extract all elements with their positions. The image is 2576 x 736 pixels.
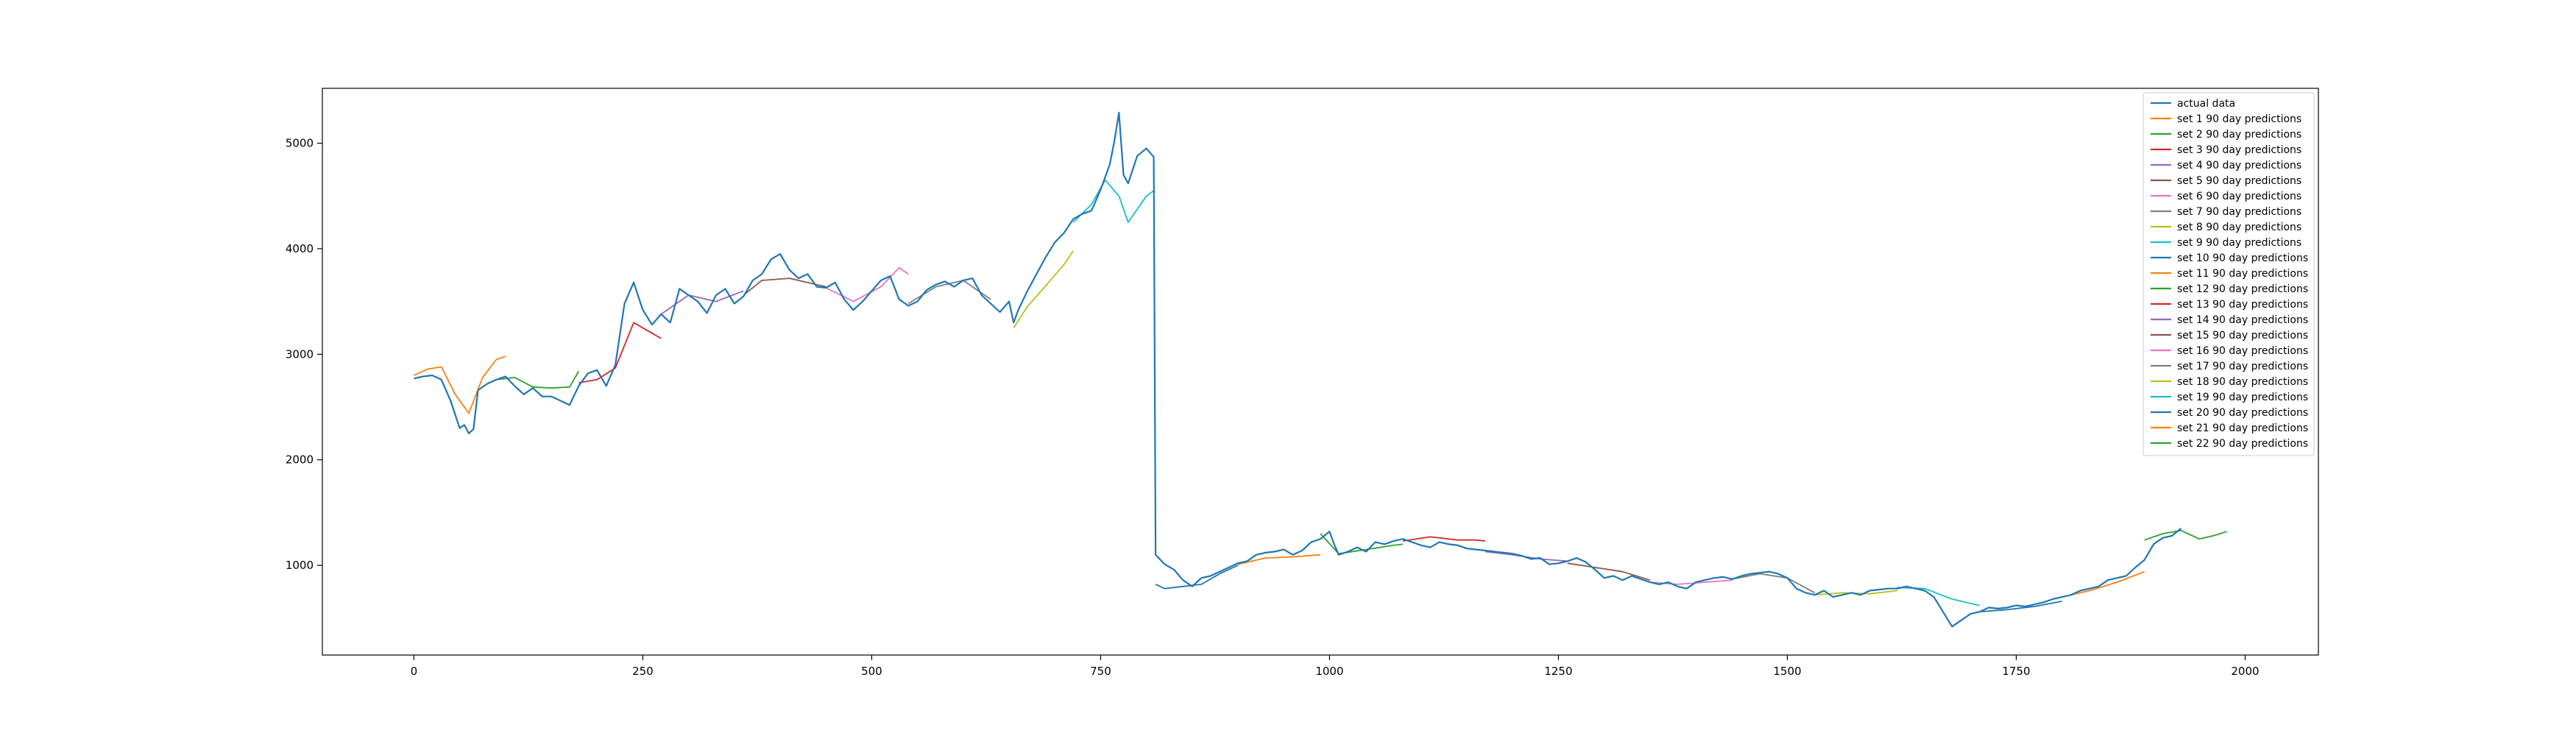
series-layer — [414, 111, 2227, 628]
x-tick-label: 250 — [632, 665, 654, 678]
x-tick-label: 1000 — [1315, 665, 1343, 678]
legend-label: set 19 90 day predictions — [2177, 392, 2308, 403]
series-line-20 — [1979, 601, 2062, 613]
legend-label: actual data — [2177, 98, 2235, 110]
legend-label: set 17 90 day predictions — [2177, 361, 2308, 372]
legend-label: set 21 90 day predictions — [2177, 422, 2308, 434]
series-line-2 — [496, 370, 580, 389]
legend-label: set 8 90 day predictions — [2177, 222, 2301, 233]
series-line-21 — [2062, 570, 2145, 598]
series-line-8 — [1013, 250, 1074, 328]
legend-label: set 6 90 day predictions — [2177, 191, 2301, 202]
x-axis: 0 250 500 750 1000 1250 1500 1750 2000 — [411, 655, 2260, 678]
y-tick-label: 5000 — [286, 137, 314, 150]
series-line-13 — [1402, 536, 1486, 542]
series-line-17 — [1732, 573, 1816, 594]
series-line-12 — [1320, 533, 1404, 555]
x-tick-label: 0 — [411, 665, 418, 678]
y-tick-label: 1000 — [286, 559, 314, 572]
legend-label: set 4 90 day predictions — [2177, 160, 2301, 171]
legend-label: set 14 90 day predictions — [2177, 314, 2308, 326]
legend-label: set 20 90 day predictions — [2177, 407, 2308, 419]
legend-label: set 5 90 day predictions — [2177, 175, 2301, 187]
legend-label: set 16 90 day predictions — [2177, 345, 2308, 357]
y-axis: 1000 2000 3000 4000 5000 — [286, 137, 322, 572]
legend-label: set 1 90 day predictions — [2177, 113, 2301, 125]
legend-label: set 11 90 day predictions — [2177, 268, 2308, 280]
series-line-11 — [1237, 553, 1321, 565]
series-line-22 — [2144, 529, 2227, 541]
legend-label: set 15 90 day predictions — [2177, 330, 2308, 342]
series-line-3 — [578, 322, 662, 383]
y-tick-label: 4000 — [286, 242, 314, 255]
legend-label: set 9 90 day predictions — [2177, 237, 2301, 249]
legend-label: set 12 90 day predictions — [2177, 283, 2308, 295]
y-tick-label: 2000 — [286, 453, 314, 467]
x-tick-label: 1750 — [2002, 665, 2030, 678]
plot-area — [322, 88, 2318, 655]
legend-label: set 18 90 day predictions — [2177, 376, 2308, 388]
series-line-5 — [743, 277, 827, 296]
legend-frame — [2142, 92, 2315, 456]
legend: actual data set 1 90 day predictions set 2… — [2142, 92, 2315, 456]
series-line-0 — [414, 111, 2182, 628]
legend-label: set 3 90 day predictions — [2177, 144, 2301, 156]
plot-frame — [322, 88, 2319, 656]
legend-label: set 22 90 day predictions — [2177, 438, 2308, 450]
x-tick-label: 750 — [1090, 665, 1111, 678]
x-tick-label: 2000 — [2231, 665, 2259, 678]
series-line-1 — [414, 355, 506, 414]
x-tick-label: 500 — [861, 665, 882, 678]
x-tick-label: 1250 — [1544, 665, 1572, 678]
series-line-15 — [1567, 562, 1651, 581]
legend-label: set 2 90 day predictions — [2177, 129, 2301, 141]
x-tick-label: 1500 — [1773, 665, 1801, 678]
legend-label: set 7 90 day predictions — [2177, 206, 2301, 218]
legend-label: set 10 90 day predictions — [2177, 252, 2308, 264]
legend-label: set 13 90 day predictions — [2177, 299, 2308, 311]
y-tick-label: 3000 — [286, 347, 314, 361]
series-line-9 — [1072, 179, 1155, 223]
series-line-6 — [825, 266, 909, 302]
